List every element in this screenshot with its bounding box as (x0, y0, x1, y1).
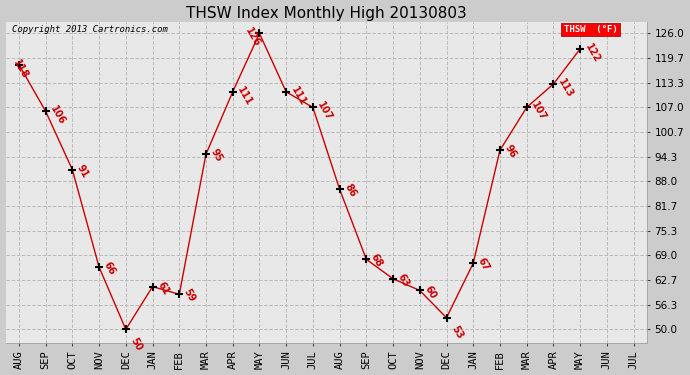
Text: 118: 118 (11, 58, 30, 80)
Text: 91: 91 (75, 163, 90, 180)
Text: 86: 86 (342, 182, 357, 199)
Text: 106: 106 (48, 104, 67, 127)
Text: 122: 122 (583, 42, 602, 64)
Text: THSW  (°F): THSW (°F) (564, 25, 618, 34)
Text: 63: 63 (396, 272, 411, 288)
Text: 96: 96 (502, 143, 518, 160)
Text: 53: 53 (449, 324, 464, 341)
Title: THSW Index Monthly High 20130803: THSW Index Monthly High 20130803 (186, 6, 466, 21)
Text: 126: 126 (244, 27, 262, 49)
Text: 107: 107 (315, 100, 335, 123)
Text: Copyright 2013 Cartronics.com: Copyright 2013 Cartronics.com (12, 25, 168, 34)
Text: 68: 68 (369, 252, 384, 269)
Text: 95: 95 (208, 147, 224, 164)
Text: 107: 107 (529, 100, 548, 123)
Text: 67: 67 (476, 256, 491, 273)
Text: 61: 61 (155, 280, 170, 296)
Text: 111: 111 (289, 85, 308, 107)
Text: 59: 59 (182, 287, 197, 304)
Text: 111: 111 (235, 85, 254, 107)
Text: 60: 60 (422, 284, 438, 300)
Text: 66: 66 (101, 260, 117, 277)
Text: 50: 50 (128, 336, 144, 353)
Text: 113: 113 (556, 77, 575, 100)
